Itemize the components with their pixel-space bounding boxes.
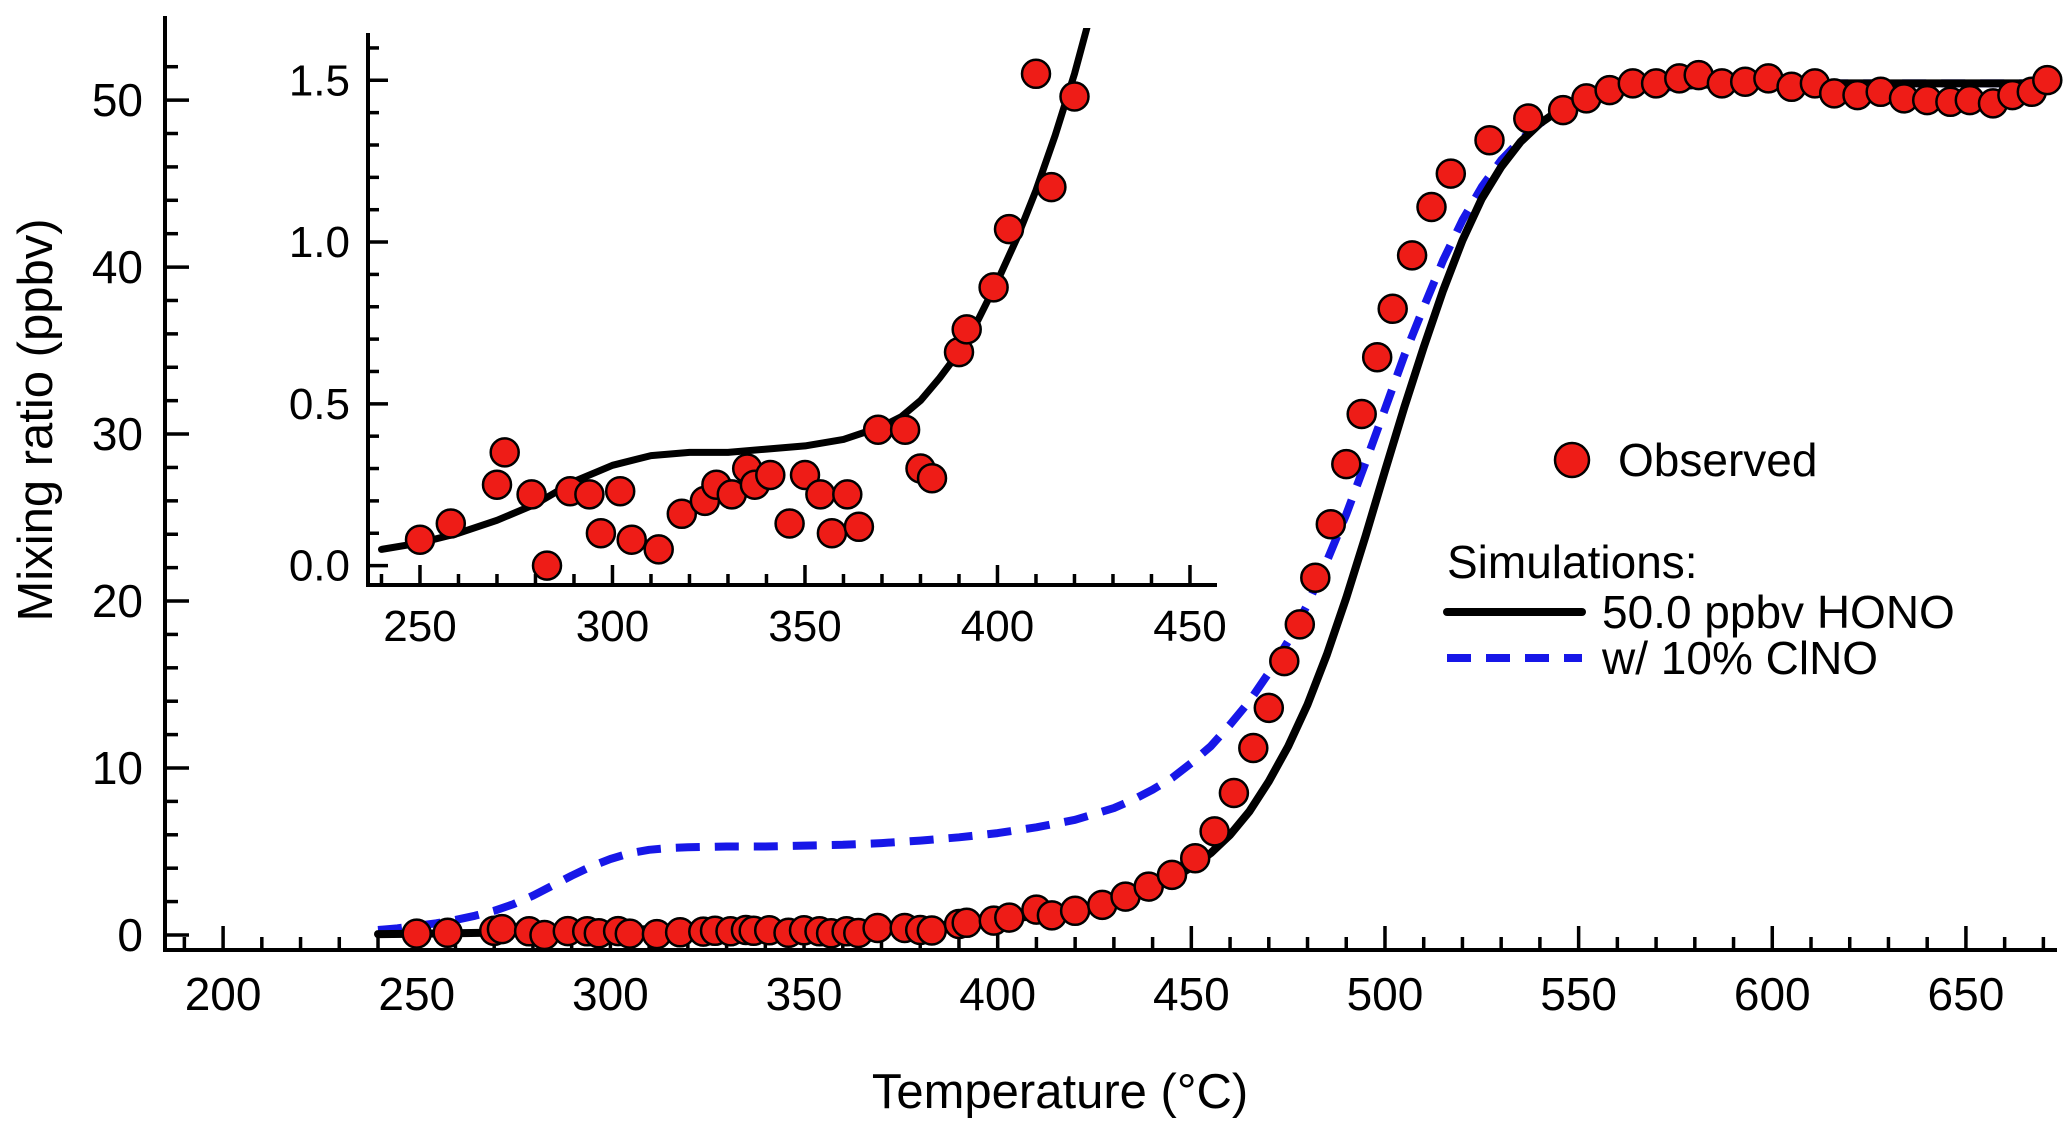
observed-point: [1331, 448, 1362, 480]
hono-sim-line: [374, 79, 2059, 939]
inset-observed-point: [1036, 171, 1067, 203]
inset-x-tick-label: 450: [1153, 602, 1226, 651]
observed-point: [1199, 816, 1230, 847]
inset-observed-point: [862, 414, 894, 445]
main-x-tick-label: 650: [1928, 968, 2005, 1020]
observed-point: [1253, 692, 1285, 724]
inset-observed-point: [843, 511, 875, 543]
inset-observed-point: [435, 508, 467, 539]
observed-point: [614, 918, 646, 949]
inset-observed-point: [1020, 58, 1052, 90]
y-axis-title: Mixing ratio (ppbv): [9, 218, 63, 621]
inset-observed-point: [774, 508, 805, 539]
observed-point: [1218, 777, 1250, 809]
inset-hono-sim-line: [378, 28, 1091, 553]
inset-observed-point: [832, 479, 863, 510]
observed-point: [862, 912, 893, 944]
main-axes: 200 250 300 350 400 450 500 550 600 650 0 10 20 30 40 5…: [92, 16, 2057, 1020]
observed-point: [916, 915, 948, 946]
main-x-tick-label: 450: [1153, 968, 1230, 1020]
inset-x-tick-label: 250: [383, 602, 456, 651]
inset-observed-point: [574, 479, 605, 510]
main-x-tick-label: 600: [1734, 968, 1811, 1020]
inset-x-tick-label: 350: [768, 602, 841, 651]
main-y-tick-label: 20: [92, 575, 143, 627]
observed-point: [486, 913, 518, 945]
inset-observed-point: [604, 475, 636, 507]
main-y-tick-label: 10: [92, 742, 143, 794]
inset-x-tick-label: 300: [576, 602, 649, 651]
observed-point: [2032, 64, 2063, 96]
inset-x-tick-label: 400: [961, 602, 1034, 651]
inset-observed-point: [916, 462, 948, 494]
legend: Observed Simulations: 50.0 ppbv HONO w/ …: [1443, 434, 1955, 684]
inset-observed-point: [481, 469, 513, 500]
observed-point: [1474, 124, 1505, 156]
legend-simulations-label: Simulations:: [1447, 536, 1698, 588]
observed-point: [1156, 859, 1188, 891]
main-y-tick-label: 0: [117, 909, 143, 961]
observed-point: [1361, 341, 1393, 373]
observed-point: [1377, 293, 1408, 325]
main-x-tick-label: 500: [1347, 968, 1424, 1020]
legend-observed-marker: [1553, 441, 1591, 479]
inset-observed-point: [805, 479, 836, 510]
observed-point: [1269, 645, 1300, 677]
observed-point: [1435, 158, 1467, 189]
observed-point: [1315, 508, 1347, 540]
inset-observed-point: [616, 524, 647, 555]
inset-observed-point: [1059, 81, 1090, 112]
observed-point: [432, 917, 463, 949]
inset-y-tick-label: 0.5: [289, 380, 350, 429]
legend-clno-label: w/ 10% ClNO: [1601, 632, 1878, 684]
inset-content: [378, 28, 1091, 581]
observed-point: [1513, 103, 1544, 134]
observed-point: [1238, 732, 1269, 764]
inset-observed-point: [978, 272, 1009, 303]
legend-observed-label: Observed: [1618, 434, 1817, 486]
observed-point: [1416, 191, 1447, 223]
inset-observed-point: [755, 459, 786, 491]
inset-observed-point: [516, 479, 547, 510]
observed-point: [1284, 609, 1316, 640]
inset-observed-point: [643, 534, 674, 565]
observed-point: [951, 907, 982, 939]
main-y-tick-label: 40: [92, 241, 143, 293]
observed-point: [1179, 842, 1211, 874]
plot-content: 200 250 300 350 400 450 500 550 600 650 0 10 20 30 40 5…: [92, 16, 2063, 1020]
inset-axes: 250 300 350 400 450 0.0 0.5 1.0 1.5: [289, 33, 1227, 651]
observed-point: [1396, 240, 1428, 271]
observed-point: [994, 902, 1025, 933]
inset-observed-point: [993, 213, 1025, 245]
inset-y-tick-label: 0.0: [289, 542, 350, 591]
inset-observed-point: [489, 437, 520, 468]
x-axis-title: Temperature (°C): [872, 1065, 1248, 1119]
main-y-tick-label: 30: [92, 408, 143, 460]
observed-point: [1346, 398, 1377, 430]
inset-observed-point: [951, 314, 982, 345]
inset-observed-point: [531, 550, 563, 581]
inset-observed-point: [666, 498, 698, 530]
legend-hono-label: 50.0 ppbv HONO: [1602, 586, 1955, 638]
main-x-tick-label: 400: [959, 968, 1036, 1020]
inset-observed-point: [889, 414, 921, 445]
clno-sim-line: [377, 79, 2055, 934]
observed-points: [401, 59, 2063, 951]
main-x-tick-label: 550: [1540, 968, 1617, 1020]
main-y-tick-label: 50: [92, 74, 143, 126]
inset-y-tick-label: 1.0: [289, 218, 350, 267]
observed-point: [1300, 562, 1331, 593]
inset-y-tick-label: 1.5: [289, 56, 350, 105]
observed-point: [1059, 895, 1091, 927]
inset-observed-point: [585, 517, 617, 549]
main-x-tick-label: 350: [766, 968, 843, 1020]
main-x-tick-label: 250: [378, 968, 455, 1020]
observed-point: [401, 918, 432, 949]
inset-observed-point: [816, 517, 848, 549]
inset-observed-point: [404, 524, 436, 555]
main-x-tick-label: 300: [572, 968, 649, 1020]
main-x-tick-label: 200: [185, 968, 262, 1020]
